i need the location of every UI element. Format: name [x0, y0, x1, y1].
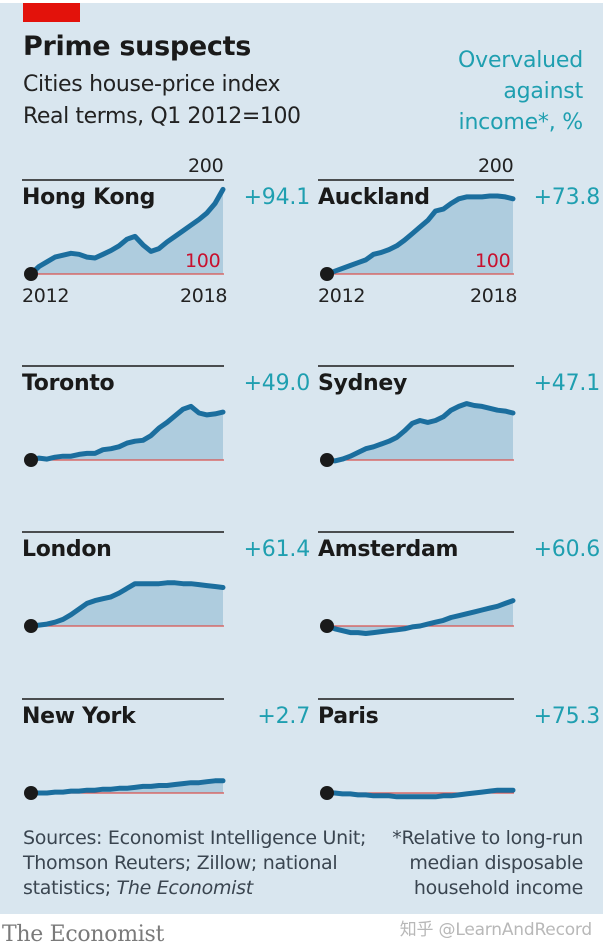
start-dot: [320, 453, 334, 467]
chart-sydney: Sydney +47.1: [318, 336, 608, 486]
overvalued-value: +2.7: [257, 704, 310, 729]
index-line: [324, 787, 516, 800]
city-label: Paris: [318, 704, 379, 729]
watermark: 知乎 @LearnAndRecord: [399, 920, 592, 940]
start-dot: [24, 453, 38, 467]
footnote: *Relative to long-run median disposable …: [323, 826, 583, 901]
footnote-line: household income: [413, 877, 583, 899]
tick-100: 100: [475, 250, 511, 272]
index-line: [28, 580, 226, 629]
chart-subtitle-units: Real terms, Q1 2012=100: [23, 104, 301, 129]
chart-auckland: Auckland +73.8 200 100 2012 2018: [318, 150, 608, 307]
sparkline-chart: [22, 531, 226, 633]
sparkline-chart: [318, 179, 516, 281]
city-label: New York: [22, 704, 136, 729]
sparkline-chart: [318, 531, 516, 636]
city-label: Sydney: [318, 371, 408, 396]
area-fill: [31, 780, 223, 793]
tick-200: 200: [188, 155, 224, 177]
area-fill: [31, 189, 223, 274]
city-label: Auckland: [318, 185, 430, 210]
area-fill: [31, 582, 223, 626]
overvalued-label-line: Overvalued: [458, 48, 583, 73]
chart-toronto: Toronto +49.0: [22, 336, 312, 486]
area-fill: [31, 406, 223, 460]
index-line: [324, 598, 516, 636]
start-dot: [24, 267, 38, 281]
index-line: [28, 403, 226, 463]
overvalued-value: +61.4: [243, 537, 311, 562]
chart-hong-kong: Hong Kong +94.1 200 100 2012 2018: [22, 150, 312, 307]
city-label: London: [22, 537, 112, 562]
overvalued-value: +47.1: [533, 371, 601, 396]
sparkline-chart: [318, 698, 516, 800]
x-start-label: 2012: [22, 285, 70, 307]
area-fill: [327, 403, 513, 461]
sparkline-chart: [22, 179, 226, 281]
index-line: [324, 193, 516, 277]
start-dot: [24, 786, 38, 800]
brand-red-bar: [23, 3, 80, 22]
start-dot: [320, 619, 334, 633]
overvalued-label-line: income*, %: [458, 110, 584, 135]
overvalued-value: +49.0: [243, 371, 311, 396]
index-line: [324, 401, 516, 464]
chart-amsterdam: Amsterdam +60.6: [318, 502, 608, 652]
start-dot: [320, 267, 334, 281]
chart-paris: Paris +75.3: [318, 669, 608, 819]
start-dot: [24, 619, 38, 633]
overvalued-value: +94.1: [243, 185, 311, 210]
sparkline-chart: [22, 365, 226, 467]
city-label: Amsterdam: [318, 537, 459, 562]
sources-italic: The Economist: [116, 877, 254, 899]
area-fill: [327, 600, 513, 634]
overvalued-label-line: against: [503, 79, 583, 104]
sparkline-chart: [318, 365, 516, 467]
start-dot: [320, 786, 334, 800]
city-label: Hong Kong: [22, 185, 156, 210]
sources-line: statistics; The Economist: [23, 876, 366, 901]
chart-london: London +61.4: [22, 502, 312, 652]
overvalued-label: Overvalued against income*, %: [383, 45, 583, 138]
city-label: Toronto: [22, 371, 115, 396]
x-start-label: 2012: [318, 285, 366, 307]
overvalued-value: +60.6: [533, 537, 601, 562]
overvalued-value: +73.8: [533, 185, 601, 210]
x-end-label: 2018: [470, 285, 518, 307]
sources-line: Thomson Reuters; Zillow; national: [23, 852, 338, 874]
sources-line: Sources: Economist Intelligence Unit;: [23, 827, 367, 849]
tick-100: 100: [185, 250, 221, 272]
footnote-line: *Relative to long-run: [392, 827, 583, 849]
overvalued-value: +75.3: [533, 704, 601, 729]
chart-new-york: New York +2.7: [22, 669, 312, 819]
sources-text: statistics;: [23, 877, 117, 899]
index-line: [28, 778, 226, 796]
x-end-label: 2018: [180, 285, 228, 307]
chart-title: Prime suspects: [23, 31, 251, 62]
brand-logo: The Economist: [2, 922, 165, 947]
index-line: [28, 186, 226, 277]
sparkline-chart: [22, 698, 226, 800]
sources-note: Sources: Economist Intelligence Unit; Th…: [23, 826, 366, 901]
footnote-line: median disposable: [409, 852, 583, 874]
chart-subtitle: Cities house-price index: [23, 72, 281, 97]
tick-200: 200: [478, 155, 514, 177]
